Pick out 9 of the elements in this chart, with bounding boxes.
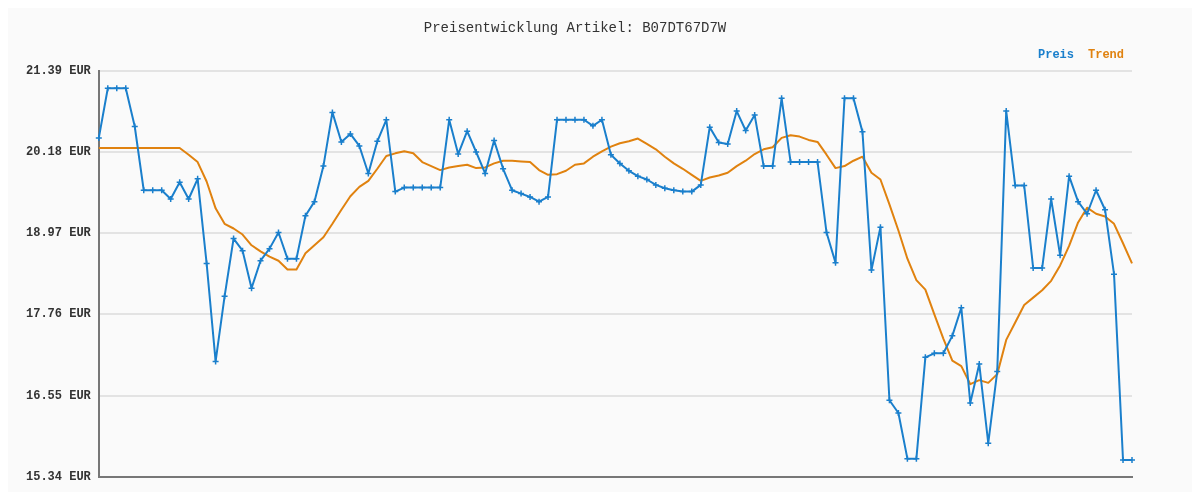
y-tick-label: 15.34 EUR <box>26 469 92 484</box>
y-tick-label: 20.18 EUR <box>26 145 92 160</box>
chart-title: Preisentwicklung Artikel: B07DT67D7W <box>423 20 727 37</box>
y-tick-label: 21.39 EUR <box>26 63 92 78</box>
y-tick-label: 16.55 EUR <box>26 388 92 403</box>
y-tick-label: 17.76 EUR <box>26 307 92 322</box>
text: Preis <box>1037 47 1074 62</box>
y-tick-label: 18.97 EUR <box>26 226 92 241</box>
text: Trend <box>1087 47 1125 62</box>
